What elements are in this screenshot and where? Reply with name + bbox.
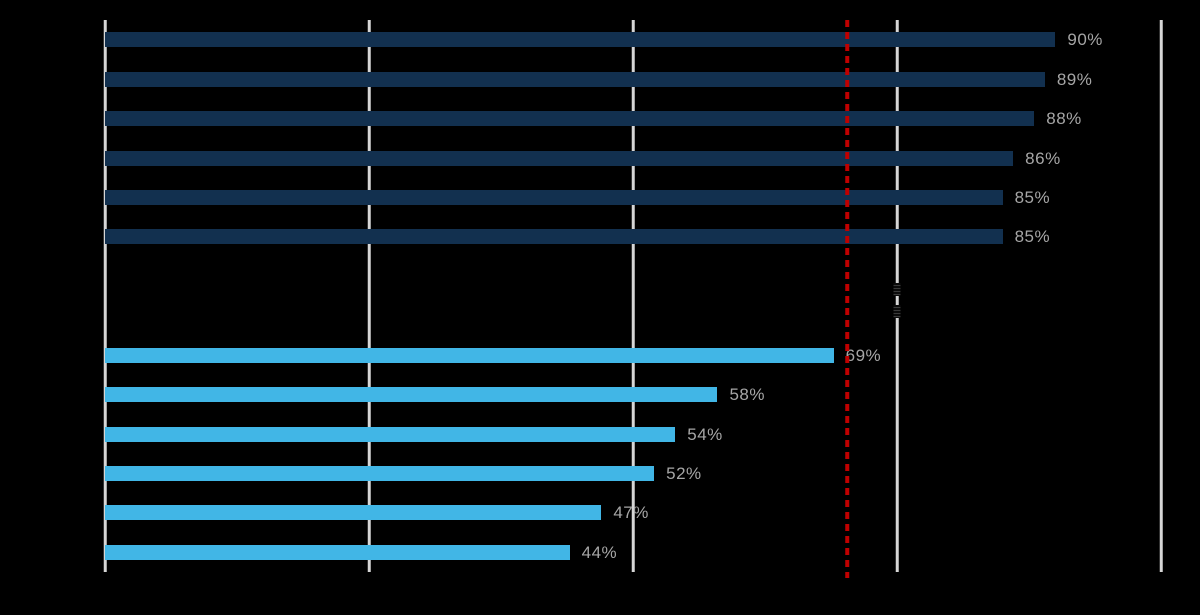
bar-value-label: 54% [687, 424, 723, 444]
gridline-50pct [631, 20, 635, 572]
bar-row: 85% [105, 187, 1161, 207]
gridline-0pct [103, 20, 107, 572]
bar-row: 89% [105, 69, 1161, 89]
bar-row: 88% [105, 109, 1161, 129]
bar-row: 52% [105, 463, 1161, 483]
bar-value-label: 58% [729, 385, 765, 405]
bar-row: 86% [105, 148, 1161, 168]
bar-navy [105, 71, 1045, 87]
bar-blue [105, 544, 570, 560]
bar-value-label: 86% [1025, 148, 1061, 168]
bar-row: 44% [105, 542, 1161, 562]
bar-row: 47% [105, 503, 1161, 523]
plot-area: 90% 89% 88% 86% 85% 85% 69% 58% 54% 52% 47% 44% [103, 20, 1163, 578]
obscured-annotation-fragment [893, 283, 901, 296]
bar-navy [105, 150, 1014, 166]
bar-value-label: 47% [613, 503, 649, 523]
bar-navy [105, 111, 1035, 127]
bar-value-label: 85% [1014, 187, 1051, 207]
bar-row: 69% [105, 345, 1161, 365]
reference-line [845, 20, 850, 578]
bar-blue [105, 426, 676, 442]
bar-value-label: 52% [666, 463, 702, 483]
bar-row: 58% [105, 385, 1161, 405]
bar-blue [105, 505, 602, 521]
gridline-25pct [367, 20, 371, 572]
bar-value-label: 90% [1067, 30, 1103, 50]
bar-blue [105, 465, 655, 481]
bar-row: 54% [105, 424, 1161, 444]
gridline-75pct [895, 20, 899, 572]
bar-value-label: 69% [845, 345, 882, 365]
bar-row: 90% [105, 30, 1161, 50]
bar-value-label: 85% [1014, 227, 1051, 247]
bar-blue [105, 347, 834, 363]
gridline-100pct [1159, 20, 1163, 572]
bar-navy [105, 189, 1003, 205]
obscured-annotation-fragment [893, 305, 901, 318]
bar-navy [105, 229, 1003, 245]
bar-value-label: 88% [1046, 109, 1082, 129]
bar-value-label: 89% [1056, 69, 1093, 89]
bar-row: 85% [105, 227, 1161, 247]
bar-navy [105, 32, 1056, 48]
bar-value-label: 44% [581, 542, 618, 562]
bar-blue [105, 387, 718, 403]
